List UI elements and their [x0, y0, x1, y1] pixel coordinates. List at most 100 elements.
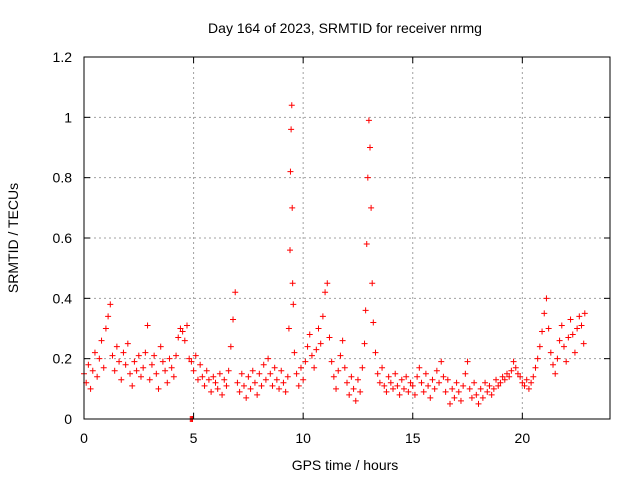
data-point — [403, 373, 410, 380]
data-point — [109, 352, 116, 359]
data-point — [510, 358, 517, 365]
data-point — [368, 204, 375, 211]
data-point — [335, 367, 342, 374]
data-point — [135, 352, 142, 359]
data-point — [155, 385, 162, 392]
data-point — [466, 385, 473, 392]
data-point — [194, 376, 201, 383]
data-point — [140, 364, 147, 371]
data-point — [157, 343, 164, 350]
data-point — [249, 367, 256, 374]
data-point — [306, 331, 313, 338]
data-point — [488, 391, 495, 398]
data-point — [223, 382, 230, 389]
data-point — [479, 394, 486, 401]
data-point — [365, 117, 372, 124]
data-point — [581, 310, 588, 317]
data-point — [162, 367, 169, 374]
data-point — [372, 349, 379, 356]
data-point — [317, 340, 324, 347]
data-point — [282, 388, 289, 395]
data-point — [457, 397, 464, 404]
data-point — [197, 361, 204, 368]
data-point — [565, 334, 572, 341]
data-point — [558, 322, 565, 329]
data-point — [477, 385, 484, 392]
data-point — [107, 301, 114, 308]
data-point — [521, 382, 528, 389]
data-point — [464, 358, 471, 365]
data-point — [225, 367, 232, 374]
data-point — [396, 391, 403, 398]
data-point — [344, 379, 350, 386]
data-point — [554, 355, 561, 362]
data-point — [422, 370, 429, 377]
data-point — [173, 352, 180, 359]
data-point — [236, 388, 243, 395]
data-point — [256, 370, 263, 377]
data-point — [381, 382, 388, 389]
data-point — [506, 373, 513, 380]
data-point — [142, 349, 149, 356]
data-point — [208, 388, 215, 395]
data-point — [276, 385, 283, 392]
data-point — [254, 391, 261, 398]
data-point — [326, 334, 333, 341]
data-point — [532, 364, 539, 371]
data-point — [181, 337, 188, 344]
chart-title: Day 164 of 2023, SRMTID for receiver nrm… — [208, 20, 482, 36]
y-tick-label: 0.2 — [53, 351, 73, 367]
data-point — [385, 373, 392, 380]
data-point — [414, 373, 421, 380]
data-point — [339, 337, 346, 344]
data-point — [503, 370, 510, 377]
data-point — [362, 307, 369, 314]
data-point — [523, 376, 530, 383]
data-point — [447, 400, 454, 407]
data-point — [288, 126, 295, 133]
data-point — [262, 376, 269, 383]
data-point — [113, 343, 120, 350]
data-point — [346, 391, 353, 398]
data-point — [258, 382, 265, 389]
data-point — [287, 168, 294, 175]
data-point — [425, 382, 432, 389]
data-point — [571, 349, 578, 356]
data-point — [260, 361, 267, 368]
data-point — [440, 373, 447, 380]
data-point — [210, 373, 217, 380]
data-point — [350, 385, 357, 392]
data-point — [159, 358, 166, 365]
data-point — [153, 370, 160, 377]
data-point — [394, 382, 401, 389]
data-point — [315, 325, 322, 332]
y-tick-label: 0.8 — [53, 170, 73, 186]
x-tick-label: 15 — [405, 430, 421, 446]
data-point — [184, 322, 191, 329]
data-point — [453, 379, 460, 386]
data-point — [273, 376, 280, 383]
data-point — [442, 388, 449, 395]
data-point — [289, 204, 296, 211]
data-point — [387, 379, 394, 386]
data-point — [280, 379, 287, 386]
data-point — [111, 367, 118, 374]
data-point — [271, 364, 278, 371]
data-point — [473, 391, 480, 398]
data-point — [471, 379, 478, 386]
data-point — [374, 370, 381, 377]
data-point — [203, 367, 210, 374]
data-point — [405, 388, 412, 395]
data-point — [560, 343, 567, 350]
data-point — [230, 316, 237, 323]
data-point — [341, 364, 348, 371]
data-point — [232, 289, 239, 296]
data-point — [251, 379, 258, 386]
data-point — [190, 367, 197, 374]
data-point — [199, 373, 206, 380]
data-point — [411, 391, 418, 398]
data-point — [530, 373, 537, 380]
data-point — [308, 352, 315, 359]
data-point — [416, 364, 423, 371]
data-point — [576, 313, 583, 320]
